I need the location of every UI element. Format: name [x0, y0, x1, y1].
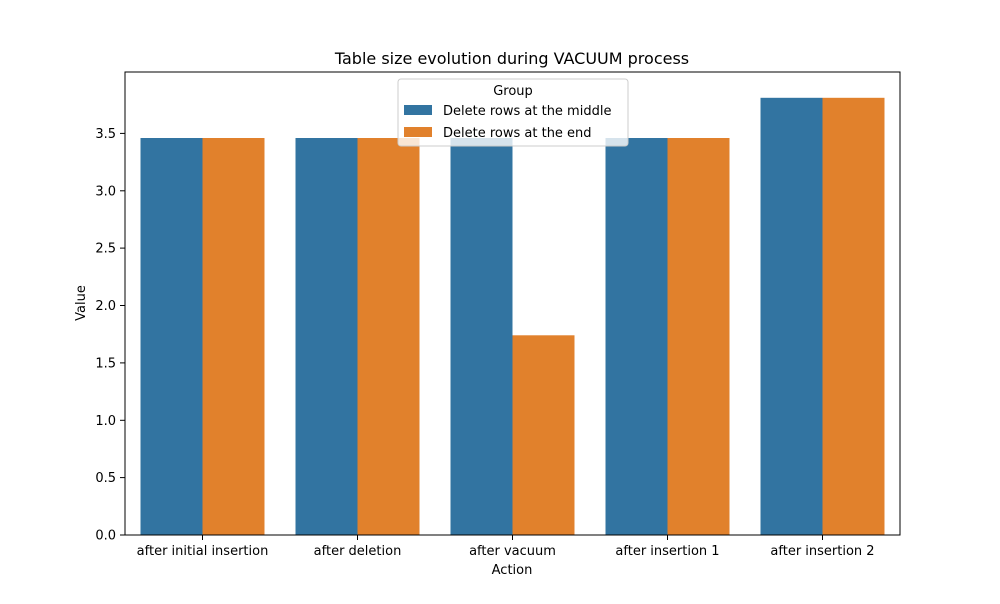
legend-swatch-end [404, 127, 432, 137]
legend-title: Group [493, 84, 533, 99]
y-tick-label: 1.5 [95, 356, 116, 371]
y-tick-label: 2.5 [95, 242, 116, 257]
bar-end-2 [512, 335, 575, 535]
legend-label-middle: Delete rows at the middle [443, 104, 611, 119]
bar-end-3 [667, 138, 730, 535]
bar-middle-0 [140, 138, 203, 535]
bar-end-0 [202, 138, 265, 535]
y-tick-label: 3.0 [95, 184, 116, 199]
x-axis: after initial insertion after deletion aft… [137, 535, 875, 559]
bars-group [140, 97, 885, 536]
bar-middle-3 [605, 138, 668, 535]
bar-end-4 [822, 97, 885, 536]
x-tick-label: after insertion 2 [770, 544, 874, 559]
y-tick-label: 0.0 [95, 529, 116, 544]
legend: Group Delete rows at the middle Delete r… [397, 78, 629, 147]
x-axis-label: Action [492, 563, 533, 578]
y-tick-label: 1.0 [95, 414, 116, 429]
x-tick-label: after vacuum [469, 544, 556, 559]
y-tick-label: 0.5 [95, 471, 116, 486]
y-axis: 0.0 0.5 1.0 1.5 2.0 2.5 3.0 3.5 [95, 127, 125, 544]
chart-title: Table size evolution during VACUUM proce… [334, 49, 689, 68]
y-tick-label: 3.5 [95, 127, 116, 142]
bar-middle-4 [760, 97, 823, 536]
x-tick-label: after deletion [314, 544, 402, 559]
legend-box [397, 78, 629, 147]
y-axis-label: Value [74, 285, 89, 321]
legend-swatch-middle [404, 105, 432, 115]
bar-middle-1 [295, 138, 358, 535]
y-tick-label: 2.0 [95, 299, 116, 314]
bar-middle-2 [450, 138, 513, 535]
legend-label-end: Delete rows at the end [443, 126, 592, 141]
bar-end-1 [357, 138, 420, 535]
x-tick-label: after initial insertion [137, 544, 269, 559]
x-tick-label: after insertion 1 [615, 544, 719, 559]
